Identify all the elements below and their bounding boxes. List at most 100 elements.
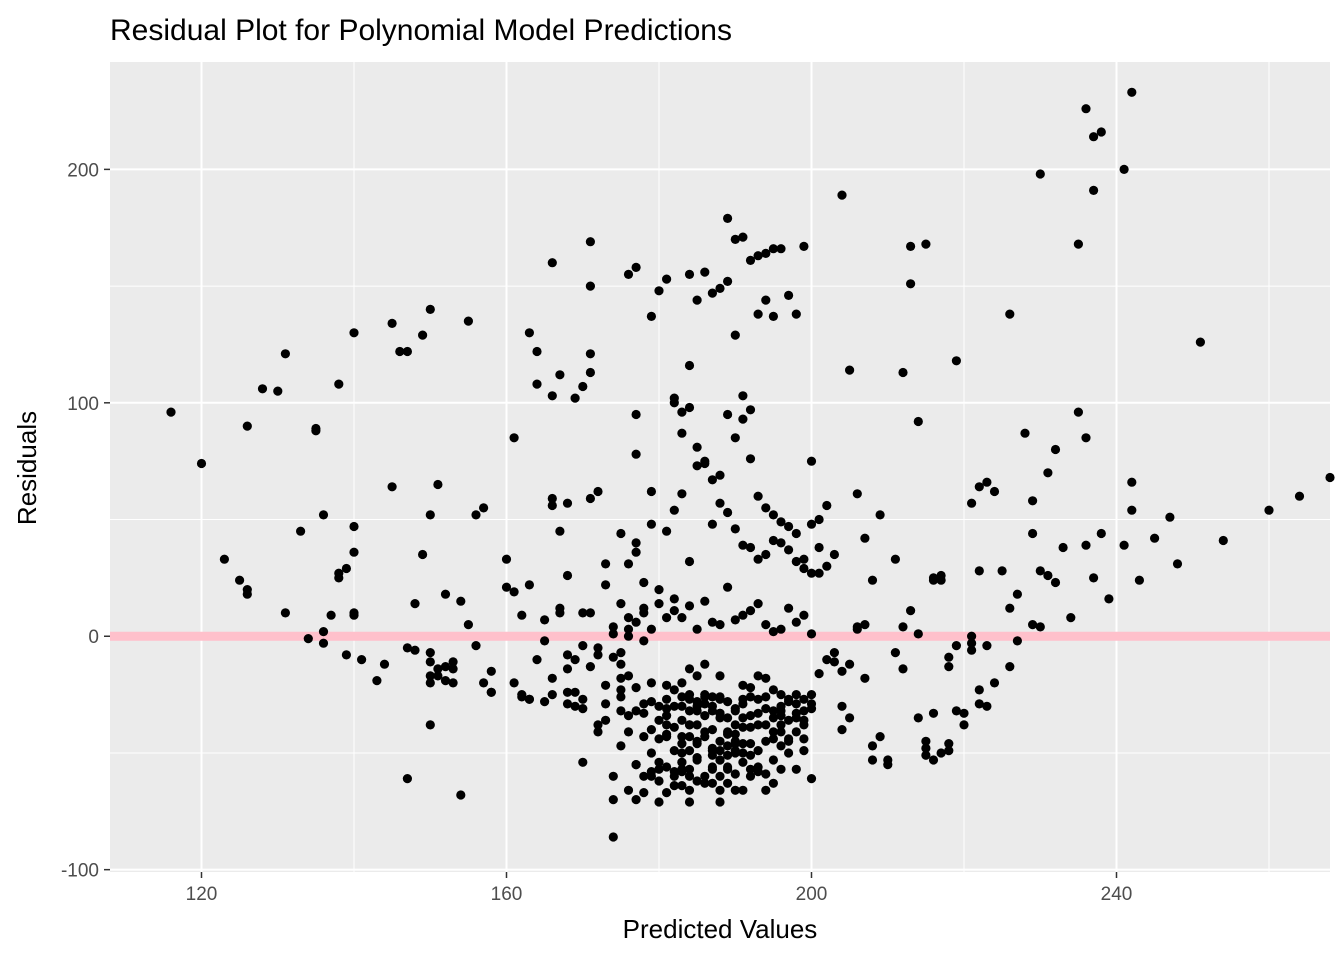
data-point [707, 519, 718, 529]
major-gridlines [110, 62, 1330, 872]
data-point [349, 547, 359, 557]
y-tick-label: 100 [67, 394, 99, 415]
data-point [662, 711, 672, 721]
data-point [761, 720, 771, 730]
data-point [791, 699, 801, 709]
data-point [723, 276, 733, 286]
data-point [822, 561, 832, 571]
data-point [784, 748, 794, 758]
data-point [669, 606, 679, 616]
data-point [547, 500, 557, 511]
data-point [784, 734, 794, 744]
data-point [684, 785, 695, 795]
data-point [784, 715, 794, 725]
data-point [715, 692, 725, 702]
data-point [784, 603, 794, 613]
data-point [540, 697, 550, 707]
data-point [799, 746, 809, 756]
minor-gridlines [110, 62, 1330, 872]
data-point [791, 708, 801, 718]
data-point [341, 563, 351, 574]
data-point [280, 608, 290, 618]
data-point [745, 542, 756, 553]
data-point [646, 725, 657, 735]
data-point [715, 620, 725, 630]
data-point [1325, 472, 1335, 483]
data-point [913, 713, 923, 723]
data-point [852, 489, 862, 499]
data-point [616, 692, 626, 702]
data-point [776, 706, 786, 716]
data-point [799, 610, 809, 620]
data-point [608, 652, 618, 662]
data-point [631, 538, 641, 548]
data-point [913, 416, 923, 427]
data-point [273, 386, 283, 396]
data-point [692, 736, 702, 746]
data-point [753, 746, 763, 756]
data-point [585, 349, 596, 359]
data-point [479, 503, 489, 513]
data-point [646, 519, 657, 529]
data-point [684, 269, 695, 279]
data-point [425, 671, 435, 681]
data-point [471, 641, 481, 651]
data-point [639, 788, 649, 798]
data-point [692, 295, 702, 305]
data-point [806, 456, 817, 466]
data-point [776, 720, 786, 730]
data-point [822, 655, 832, 665]
data-point [715, 671, 725, 681]
data-point [768, 706, 779, 716]
data-point [700, 778, 710, 788]
data-point [761, 503, 771, 513]
data-point [379, 659, 390, 669]
data-point [334, 379, 344, 389]
data-point [486, 687, 496, 697]
data-point [989, 678, 1000, 688]
data-point [631, 760, 641, 770]
data-point [761, 769, 771, 779]
data-point [402, 774, 412, 784]
data-point [646, 311, 657, 321]
data-point [601, 680, 611, 690]
x-axis-ticks: 120 160 200 240 [186, 872, 1132, 905]
data-point [1050, 444, 1061, 455]
data-point [1043, 570, 1053, 581]
data-point [867, 755, 878, 765]
data-point [639, 699, 649, 709]
data-point [623, 785, 634, 795]
data-point [860, 620, 870, 630]
data-point [799, 554, 809, 564]
data-point [440, 676, 451, 686]
data-point [623, 711, 634, 721]
data-point [654, 797, 664, 807]
data-point [684, 720, 695, 730]
data-point [631, 706, 641, 716]
data-point [806, 568, 817, 578]
data-point [639, 577, 649, 588]
data-point [723, 582, 733, 592]
data-point [433, 664, 443, 674]
data-point [646, 697, 657, 707]
data-point [700, 659, 710, 669]
data-point [585, 367, 596, 378]
data-point [982, 701, 992, 711]
data-point [745, 764, 756, 774]
data-point [601, 699, 611, 709]
data-point [730, 706, 740, 716]
data-point [715, 785, 725, 795]
data-point [463, 316, 473, 326]
data-point [738, 739, 748, 749]
data-point [738, 680, 748, 690]
data-point [814, 542, 824, 553]
data-point [662, 732, 672, 742]
data-point [593, 727, 603, 737]
data-point [440, 589, 451, 599]
data-point [1089, 185, 1099, 195]
data-point [738, 540, 748, 550]
data-point [677, 613, 687, 623]
data-point [768, 727, 779, 737]
data-point [715, 736, 725, 746]
